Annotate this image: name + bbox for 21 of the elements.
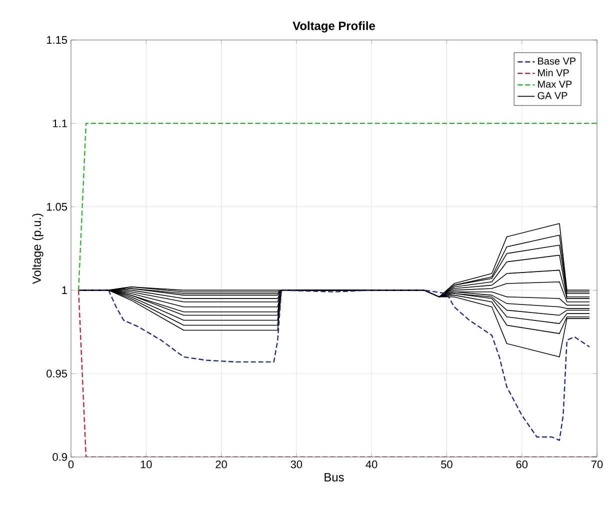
y-tick-label: 1.05 — [46, 202, 68, 211]
y-tick-label: 1.15 — [46, 36, 68, 44]
x-tick-label: 20 — [216, 460, 227, 468]
y-tick-label: 0.9 — [52, 453, 67, 461]
legend-label: Min VP — [538, 69, 569, 76]
x-axis-title: Bus — [324, 473, 344, 482]
x-tick-label: 70 — [591, 460, 603, 468]
y-tick-label: 0.95 — [46, 370, 68, 378]
x-tick-label: 50 — [441, 460, 452, 468]
legend-label: Max VP — [538, 80, 572, 88]
x-tick-label: 60 — [516, 460, 528, 468]
y-axis-title: Voltage (p.u.) — [32, 214, 44, 284]
y-tick-label: 1 — [62, 286, 67, 294]
legend-label: GA VP — [538, 92, 568, 100]
x-tick-label: 40 — [366, 460, 378, 468]
x-tick-label: 0 — [68, 460, 74, 468]
x-tick-label: 10 — [140, 460, 152, 468]
chart-title: Voltage Profile — [292, 21, 375, 32]
y-tick-label: 1.1 — [53, 120, 67, 128]
x-tick-label: 30 — [290, 460, 302, 468]
legend-label: Base VP — [538, 58, 576, 65]
